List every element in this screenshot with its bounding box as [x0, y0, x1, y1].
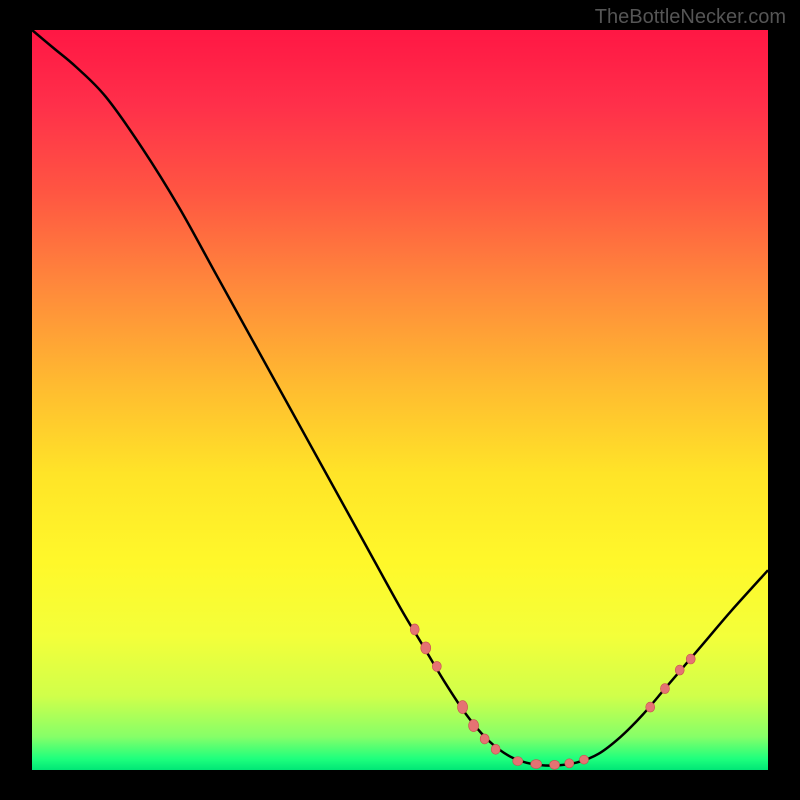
bottleneck-curve-chart — [0, 0, 800, 800]
curve-marker — [421, 642, 431, 654]
curve-marker — [675, 665, 684, 675]
curve-marker — [550, 760, 560, 769]
curve-marker — [469, 720, 479, 732]
curve-marker — [686, 654, 695, 664]
curve-marker — [531, 760, 542, 769]
curve-marker — [565, 759, 574, 768]
curve-marker — [646, 702, 655, 712]
curve-marker — [432, 661, 441, 671]
curve-marker — [580, 755, 589, 764]
curve-marker — [491, 744, 500, 754]
plot-gradient-background — [32, 30, 768, 770]
chart-container: TheBottleNecker.com — [0, 0, 800, 800]
curve-marker — [410, 624, 419, 635]
curve-marker — [660, 684, 669, 694]
curve-marker — [480, 734, 489, 744]
curve-marker — [513, 757, 523, 766]
curve-marker — [458, 701, 468, 714]
watermark-text: TheBottleNecker.com — [595, 6, 786, 29]
